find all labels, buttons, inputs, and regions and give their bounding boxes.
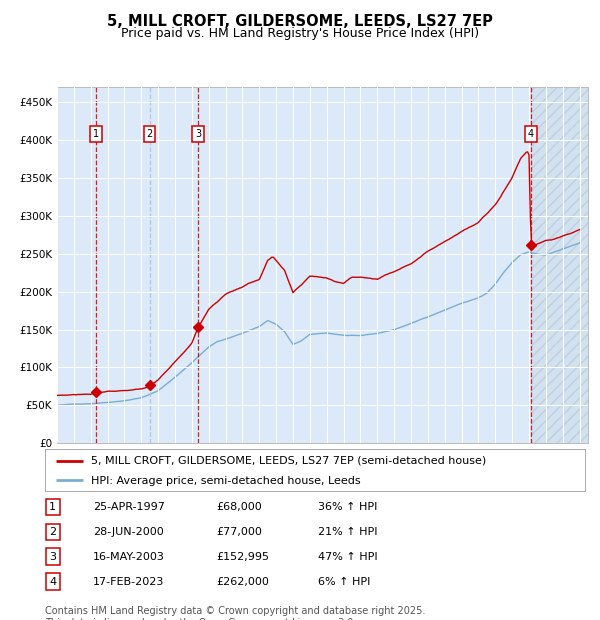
Text: 1: 1	[93, 129, 99, 139]
Text: 1: 1	[49, 502, 56, 512]
Text: 21% ↑ HPI: 21% ↑ HPI	[318, 527, 377, 537]
Text: 6% ↑ HPI: 6% ↑ HPI	[318, 577, 370, 587]
Text: 4: 4	[49, 577, 56, 587]
Bar	[531, 87, 588, 443]
Text: 47% ↑ HPI: 47% ↑ HPI	[318, 552, 377, 562]
Text: 2: 2	[146, 129, 152, 139]
Text: 2: 2	[49, 527, 56, 537]
Text: 25-APR-1997: 25-APR-1997	[93, 502, 165, 512]
Text: Contains HM Land Registry data © Crown copyright and database right 2025.
This d: Contains HM Land Registry data © Crown c…	[45, 606, 425, 620]
Text: 5, MILL CROFT, GILDERSOME, LEEDS, LS27 7EP (semi-detached house): 5, MILL CROFT, GILDERSOME, LEEDS, LS27 7…	[91, 456, 486, 466]
Text: 28-JUN-2000: 28-JUN-2000	[93, 527, 164, 537]
Text: 4: 4	[528, 129, 534, 139]
Text: 17-FEB-2023: 17-FEB-2023	[93, 577, 164, 587]
Text: £262,000: £262,000	[216, 577, 269, 587]
Text: 36% ↑ HPI: 36% ↑ HPI	[318, 502, 377, 512]
Text: 5, MILL CROFT, GILDERSOME, LEEDS, LS27 7EP: 5, MILL CROFT, GILDERSOME, LEEDS, LS27 7…	[107, 14, 493, 29]
Text: £77,000: £77,000	[216, 527, 262, 537]
Text: 3: 3	[195, 129, 201, 139]
Text: £68,000: £68,000	[216, 502, 262, 512]
Text: HPI: Average price, semi-detached house, Leeds: HPI: Average price, semi-detached house,…	[91, 476, 361, 485]
Text: Price paid vs. HM Land Registry's House Price Index (HPI): Price paid vs. HM Land Registry's House …	[121, 27, 479, 40]
Text: 16-MAY-2003: 16-MAY-2003	[93, 552, 165, 562]
Text: £152,995: £152,995	[216, 552, 269, 562]
Text: 3: 3	[49, 552, 56, 562]
